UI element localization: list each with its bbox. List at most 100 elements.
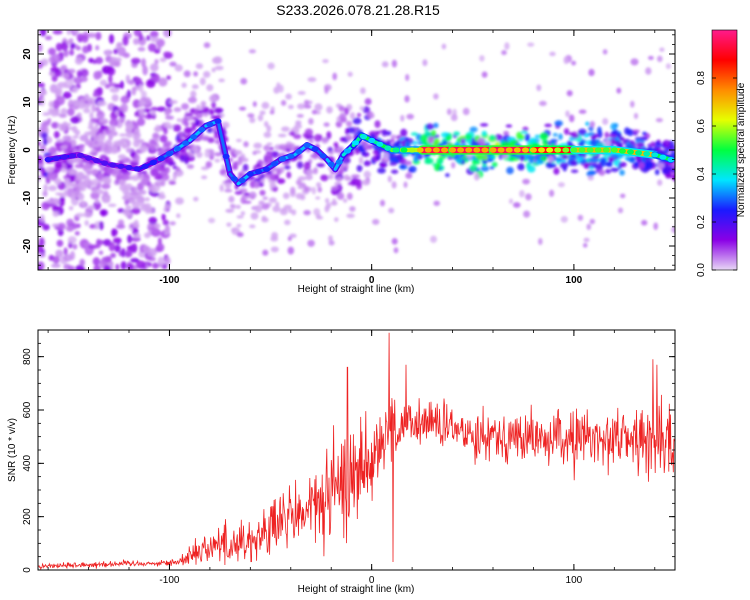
spectrogram-cell (109, 87, 120, 93)
spectrogram-cell (430, 129, 437, 137)
spectrogram-cell (287, 104, 294, 110)
spectrogram-cell (552, 132, 558, 137)
spectrogram-cell (277, 133, 287, 138)
spectrogram-cell (68, 205, 74, 211)
spectrogram-cell (52, 255, 60, 264)
spectrogram-cell (336, 192, 345, 200)
spectrogram-ridge-point (489, 147, 497, 153)
spectrogram-cell (79, 134, 89, 142)
colorbar-tick-label: 0.6 (696, 119, 707, 133)
spectrogram-cell (89, 112, 94, 119)
spectrogram-cell (620, 193, 626, 199)
spectrogram-cell (296, 113, 304, 118)
spectrogram-cell (117, 46, 126, 57)
spectrogram-cell (655, 117, 663, 123)
spectrogram-cell (236, 223, 242, 228)
spectrogram-cell (135, 78, 143, 83)
spectrogram-ridge-point (635, 150, 643, 156)
spectrogram-cell (306, 169, 315, 175)
spectrogram-cell (208, 217, 216, 224)
spectrogram-cell (83, 108, 91, 114)
spectrogram-cell (116, 42, 123, 47)
spectrogram-cell (624, 127, 630, 135)
colorbar (711, 29, 738, 271)
spectrogram-cell (131, 86, 137, 96)
spectrogram-cell (38, 141, 42, 146)
spectrogram-cell (220, 113, 225, 118)
spectrogram-cell (589, 218, 596, 225)
spectrogram-cell (60, 64, 68, 71)
spectrogram-cell (51, 223, 60, 228)
spectrogram-cell (96, 189, 104, 195)
spectrogram-cell (91, 133, 98, 139)
spectrogram-cell (43, 183, 48, 192)
spectrogram-cell (102, 197, 111, 203)
spectrogram-cell (608, 134, 617, 138)
spectrogram-cell (561, 154, 569, 160)
y-tick-label: 600 (22, 401, 33, 418)
spectrogram-cell (243, 192, 250, 196)
spectrogram-cell (193, 71, 199, 77)
spectrogram-cell (81, 34, 89, 43)
spectrogram-ridge-point (238, 177, 246, 183)
spectrogram-cell (65, 40, 73, 45)
spectrogram-cell (482, 160, 488, 165)
spectrogram-cell (522, 126, 529, 132)
spectrogram-cell (362, 106, 371, 114)
spectrogram-ridge-point (432, 147, 440, 153)
spectrogram-cell (176, 118, 182, 123)
spectrogram-cell (324, 86, 329, 94)
spectrogram-cell (138, 84, 144, 93)
spectrogram-cell (78, 144, 86, 148)
spectrogram-cell (82, 164, 89, 172)
spectrogram-cell (106, 167, 113, 175)
spectrogram-cell (167, 156, 172, 162)
spectrogram-cell (404, 160, 413, 166)
spectrogram-cell (169, 61, 177, 67)
spectrogram-cell (328, 240, 335, 246)
spectrogram-ridge-point (594, 147, 602, 153)
spectrogram-cell (249, 224, 256, 229)
spectrogram-cell (602, 118, 609, 125)
spectrogram-cell (99, 118, 107, 123)
spectrogram-cell (122, 35, 129, 46)
spectrogram-cell (95, 238, 102, 249)
spectrogram-cell (410, 132, 418, 136)
spectrogram-cell (148, 43, 157, 52)
spectrogram-cell (148, 216, 158, 225)
spectrogram-cell (50, 108, 60, 113)
spectrogram-cell (641, 219, 648, 226)
spectrogram-cell (238, 106, 247, 111)
spectrogram-cell (139, 144, 148, 153)
spectrogram-cell (191, 145, 199, 153)
spectrogram-cell (519, 189, 525, 198)
spectrogram-cell (236, 215, 244, 219)
spectrogram-ridge-point (327, 161, 335, 167)
spectrogram-cell (524, 133, 531, 141)
spectrogram-cell (391, 59, 398, 68)
spectrogram-cell (95, 56, 104, 65)
spectrogram-cell (80, 69, 89, 77)
spectrogram-cell (271, 232, 279, 239)
spectrogram-cell (224, 181, 232, 190)
spectrogram-cell (66, 146, 71, 154)
spectrogram-cell (149, 186, 157, 193)
spectrogram-cell (547, 155, 555, 163)
spectrogram-ridge-point (182, 140, 190, 146)
spectrogram-cell (225, 209, 233, 213)
spectrogram-cell (48, 100, 54, 108)
spectrogram-cell (304, 128, 313, 137)
spectrogram-ridge-point (408, 147, 416, 153)
spectrogram-cell (307, 77, 317, 83)
spectrogram-cell (142, 65, 148, 76)
spectrogram-cell (672, 173, 675, 182)
spectrogram-cell (125, 205, 132, 210)
spectrogram-cell (595, 138, 601, 145)
spectrogram-cell (642, 157, 647, 163)
spectrogram-cell (346, 192, 353, 200)
y-tick-label: 0 (22, 147, 33, 153)
spectrogram-cell (534, 134, 541, 138)
y-tick-label: -10 (22, 190, 33, 205)
spectrogram-cell (190, 90, 197, 99)
